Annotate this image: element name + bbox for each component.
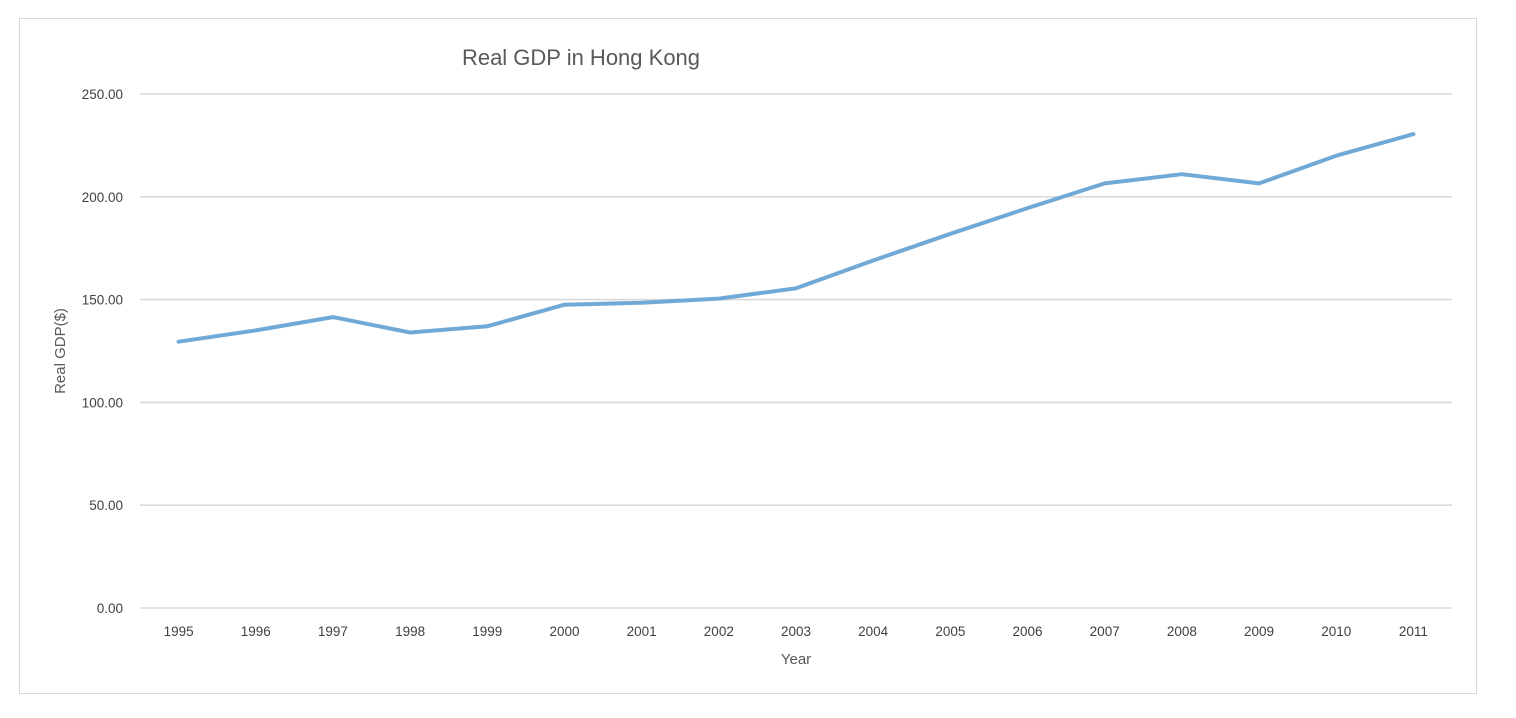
y-tick-label: 250.00: [82, 87, 123, 102]
x-tick-labels: 1995 1996 1997 1998 1999 2000 2001 2002 2003 2004…: [164, 624, 1428, 639]
x-tick-label: 1997: [318, 624, 348, 639]
x-tick-label: 1998: [395, 624, 425, 639]
series-group: [176, 132, 1416, 344]
y-tick-label: 0.00: [97, 601, 123, 616]
x-tick-label: 2011: [1399, 624, 1428, 639]
x-tick-label: 1999: [472, 624, 502, 639]
y-tick-labels: 0.00 50.00 100.00 150.00 200.00 250.00: [82, 87, 123, 616]
series-line: [176, 132, 1416, 344]
y-tick-label: 100.00: [82, 395, 123, 410]
x-tick-label: 2002: [704, 624, 734, 639]
x-tick-label: 1995: [164, 624, 194, 639]
x-tick-label: 2000: [549, 624, 579, 639]
chart-frame: [19, 18, 1477, 694]
gridlines: [140, 93, 1452, 609]
y-tick-label: 50.00: [89, 498, 123, 513]
x-tick-label: 2009: [1244, 624, 1274, 639]
x-tick-label: 1996: [241, 624, 271, 639]
x-tick-label: 2004: [858, 624, 889, 639]
x-tick-label: 2008: [1167, 624, 1197, 639]
x-tick-label: 2010: [1321, 624, 1351, 639]
y-tick-label: 200.00: [82, 190, 123, 205]
x-tick-label: 2001: [627, 624, 657, 639]
x-tick-label: 2007: [1090, 624, 1120, 639]
x-tick-label: 2005: [935, 624, 965, 639]
chart-title: Real GDP in Hong Kong: [462, 45, 700, 70]
x-tick-label: 2006: [1013, 624, 1043, 639]
y-axis-label: Real GDP($): [52, 308, 69, 394]
x-tick-label: 2003: [781, 624, 811, 639]
x-axis-label: Year: [781, 651, 811, 668]
y-tick-label: 150.00: [82, 293, 123, 308]
